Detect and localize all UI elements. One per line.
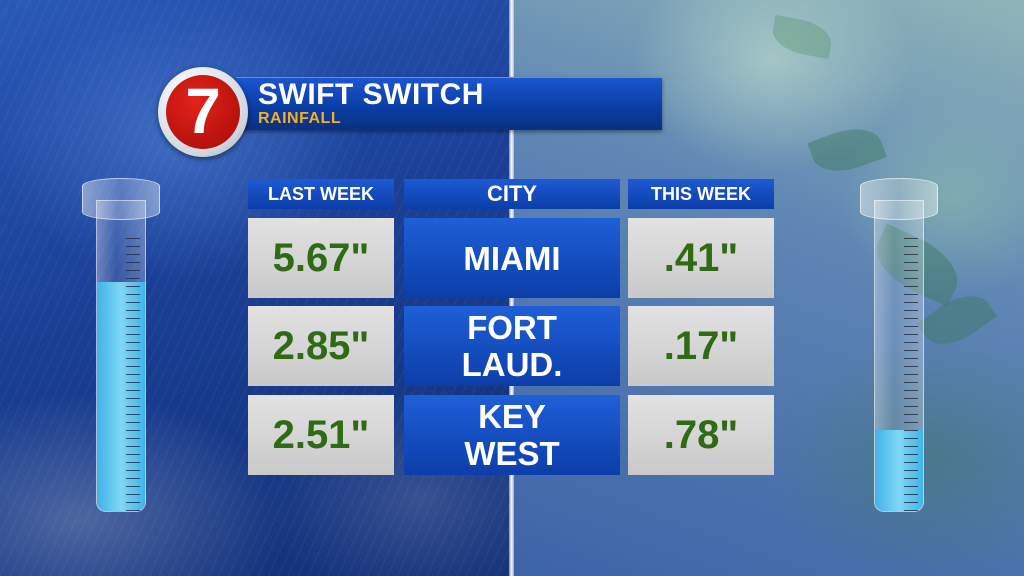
this-week-value: .41": [628, 218, 774, 298]
page-subtitle: RAINFALL: [258, 110, 342, 127]
title-bar: SWIFT SWITCH RAINFALL: [236, 77, 662, 130]
logo-number: 7: [185, 75, 221, 147]
city-name-line2: LAUD.: [461, 346, 563, 383]
column-header-this-week: THIS WEEK: [628, 179, 774, 209]
station-logo: 7: [158, 67, 248, 157]
column-header-city: CITY: [404, 179, 620, 209]
city-name-line1: FORT: [467, 309, 557, 346]
this-week-value: .78": [628, 395, 774, 475]
last-week-value: 5.67": [248, 218, 394, 298]
last-week-value: 2.85": [248, 306, 394, 386]
this-week-value: .17": [628, 306, 774, 386]
city-name-line1: KEY: [478, 398, 546, 435]
city-cell: MIAMI: [404, 218, 620, 298]
column-header-last-week: LAST WEEK: [248, 179, 394, 209]
gauge-funnel: [82, 178, 160, 220]
gauge-scale: [904, 238, 918, 518]
city-name-line2: WEST: [464, 435, 560, 472]
last-week-value: 2.51": [248, 395, 394, 475]
city-name-line1: MIAMI: [463, 239, 561, 277]
gauge-funnel: [860, 178, 938, 220]
city-cell: KEY WEST: [404, 395, 620, 475]
page-title: SWIFT SWITCH: [258, 78, 484, 111]
gauge-scale: [126, 238, 140, 518]
city-cell: FORT LAUD.: [404, 306, 620, 386]
